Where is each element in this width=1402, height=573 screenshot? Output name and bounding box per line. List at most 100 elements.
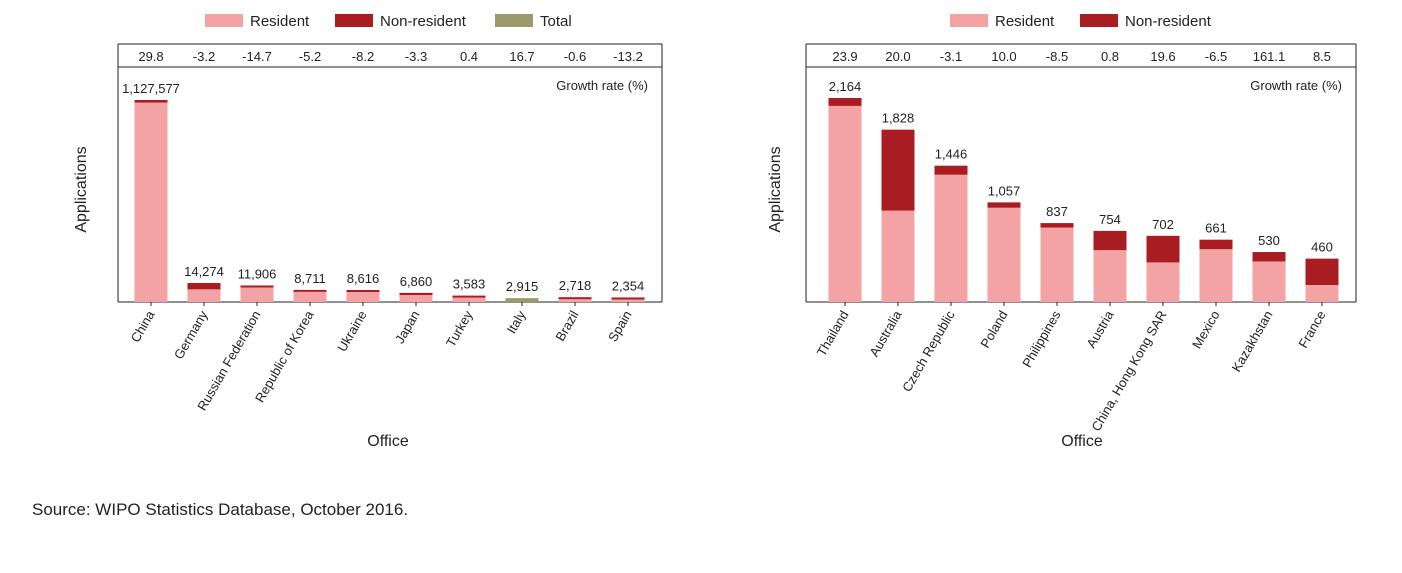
chart1-bar-resident-6: [452, 297, 486, 302]
chart2-category-label: France: [1295, 308, 1328, 351]
chart1-category-label: Germany: [171, 308, 211, 362]
chart1-growth-value: -3.2: [193, 49, 215, 64]
chart1-data-label: 2,718: [559, 278, 592, 293]
chart2-growth-value: -6.5: [1205, 49, 1227, 64]
chart2-data-label: 702: [1152, 217, 1174, 232]
chart2-category-label: Czech Republic: [899, 308, 958, 395]
chart1-growth-value: -13.2: [613, 49, 643, 64]
chart1-category-label: Ukraine: [334, 308, 369, 354]
chart2-data-label: 837: [1046, 204, 1068, 219]
chart2-category-label: Australia: [866, 307, 905, 359]
chart1-legend-swatch-resident: [205, 14, 243, 27]
chart2-bar-resident-8: [1252, 261, 1286, 302]
chart1-bar-nonresident-3: [293, 289, 327, 292]
chart2-growth-value: 20.0: [885, 49, 910, 64]
chart2-growth-value: 19.6: [1150, 49, 1175, 64]
chart2-legend-label: Resident: [995, 13, 1055, 30]
chart2-bar-resident-2: [934, 174, 968, 302]
chart2-x-axis-title: Office: [1061, 433, 1103, 450]
chart2-data-label: 460: [1311, 240, 1333, 255]
chart1-growth-value: -0.6: [564, 49, 586, 64]
chart1-category-label: Spain: [605, 308, 635, 344]
chart2-growth-value: -3.1: [940, 49, 962, 64]
chart1-growth-value: 16.7: [509, 49, 534, 64]
chart1-data-label: 8,616: [347, 271, 380, 286]
chart2-bar-nonresident-0: [828, 98, 862, 106]
chart1-bar-nonresident-9: [611, 297, 645, 300]
chart2-legend-label: Non-resident: [1125, 13, 1212, 30]
chart2-bar-resident-1: [881, 210, 915, 302]
chart1-legend-label: Total: [540, 13, 572, 30]
chart1-data-label: 1,127,577: [122, 81, 180, 96]
chart1-legend-swatch-total: [495, 14, 533, 27]
chart1-y-axis-title: Applications: [73, 146, 90, 232]
chart1-growth-rate-label: Growth rate (%): [556, 78, 648, 93]
chart2-bar-resident-5: [1093, 250, 1127, 302]
chart2-legend-swatch-resident: [950, 14, 988, 27]
chart2-bar-resident-0: [828, 105, 862, 302]
chart1-category-label: Turkey: [443, 308, 476, 350]
chart2-bar-nonresident-1: [881, 129, 915, 211]
chart2-data-label: 1,828: [882, 111, 915, 126]
chart2-bar-nonresident-7: [1199, 239, 1233, 250]
chart1-bar-resident-5: [399, 295, 433, 302]
chart2-growth-value: 161.1: [1253, 49, 1286, 64]
chart1-data-label: 2,354: [612, 278, 645, 293]
chart2-bar-resident-9: [1305, 285, 1339, 302]
chart2-data-label: 661: [1205, 221, 1227, 236]
chart2-category-label: Austria: [1083, 307, 1117, 350]
chart1-legend-label: Non-resident: [380, 13, 467, 30]
chart1-bar-resident-9: [611, 299, 645, 302]
chart1-data-label: 6,860: [400, 274, 433, 289]
chart2-bar-resident-6: [1146, 262, 1180, 302]
chart2-data-label: 2,164: [829, 79, 862, 94]
chart1-bar-resident-2: [240, 287, 274, 302]
chart1-data-label: 14,274: [184, 264, 224, 279]
chart1-growth-value: -8.2: [352, 49, 374, 64]
source-note: Source: WIPO Statistics Database, Octobe…: [32, 500, 409, 519]
chart2-category-label: Poland: [977, 308, 1010, 351]
chart1-category-label: Italy: [504, 308, 529, 337]
chart1-legend-label: Resident: [250, 13, 310, 30]
chart2-bar-nonresident-2: [934, 165, 968, 175]
chart2-category-label: Mexico: [1189, 308, 1223, 351]
chart1-category-label: China: [128, 307, 158, 345]
chart1-bar-nonresident-8: [558, 297, 592, 300]
chart2-bar-nonresident-6: [1146, 235, 1180, 263]
chart2-bar-resident-4: [1040, 227, 1074, 302]
chart2-bar-nonresident-9: [1305, 258, 1339, 286]
chart1-bar-nonresident-1: [187, 283, 221, 290]
chart1-bar-resident-4: [346, 292, 380, 302]
chart1-bar-resident-0: [134, 102, 168, 303]
chart2-y-axis-title: Applications: [767, 146, 784, 232]
chart2-legend-swatch-non-resident: [1080, 14, 1118, 27]
chart1-growth-value: 0.4: [460, 49, 478, 64]
chart1-category-label: Brazil: [552, 308, 581, 344]
chart1-bar-resident-3: [293, 291, 327, 302]
chart1-bar-resident-1: [187, 289, 221, 302]
chart1-bar-nonresident-2: [240, 285, 274, 288]
chart2-bar-nonresident-5: [1093, 230, 1127, 251]
chart2-data-label: 1,057: [988, 183, 1021, 198]
chart2-data-label: 1,446: [935, 147, 968, 162]
chart1-data-label: 3,583: [453, 277, 486, 292]
chart2-data-label: 754: [1099, 212, 1121, 227]
chart2-data-label: 530: [1258, 233, 1280, 248]
chart2-growth-value: 23.9: [832, 49, 857, 64]
chart2-bar-nonresident-8: [1252, 252, 1286, 262]
chart2-bar-resident-3: [987, 207, 1021, 302]
chart2-growth-rate-label: Growth rate (%): [1250, 78, 1342, 93]
chart2-growth-value: -8.5: [1046, 49, 1068, 64]
chart1-bar-resident-8: [558, 299, 592, 302]
chart2-bar-nonresident-4: [1040, 223, 1074, 228]
chart1-bar-nonresident-4: [346, 290, 380, 293]
chart1-bar-nonresident-6: [452, 295, 486, 298]
chart2-bar-resident-7: [1199, 249, 1233, 302]
chart1-data-label: 11,906: [238, 266, 277, 281]
chart2-growth-value: 10.0: [991, 49, 1016, 64]
chart2-category-label: Thailand: [814, 308, 852, 359]
chart1-data-label: 8,711: [294, 271, 326, 286]
chart1-category-label: Japan: [392, 308, 423, 346]
chart1-category-label: Republic of Korea: [252, 307, 317, 405]
chart1-x-axis-title: Office: [367, 433, 409, 450]
